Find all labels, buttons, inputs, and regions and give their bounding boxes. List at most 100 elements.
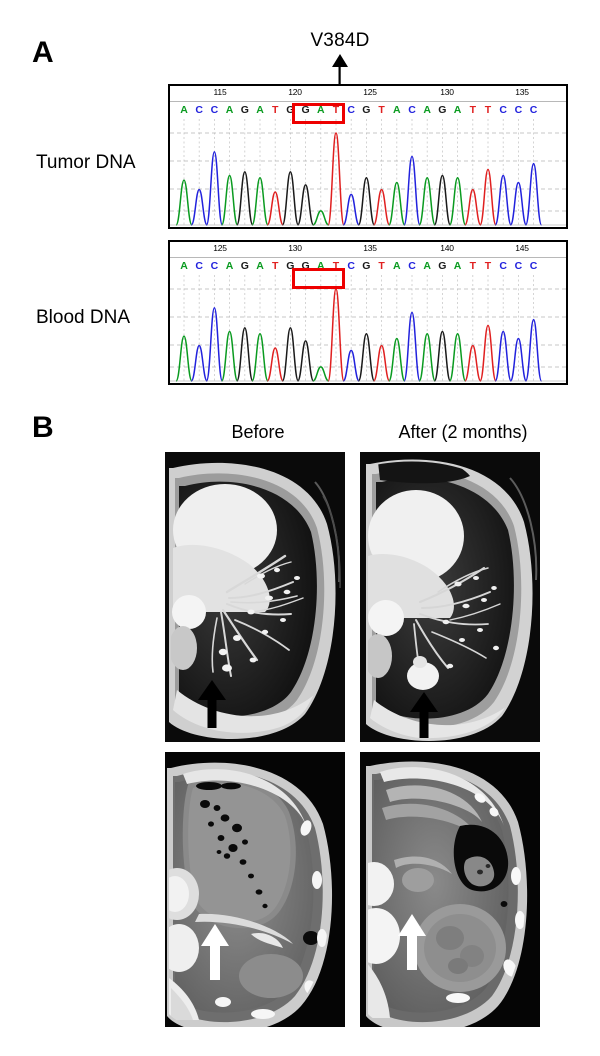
white-up-arrow-icon — [201, 924, 229, 980]
blood-scale-bar: 125 130 135 140 145 — [170, 242, 566, 258]
trace-peak-g — [236, 327, 254, 382]
trace-peak-g — [433, 174, 452, 226]
scale-tick: 115 — [213, 87, 227, 97]
trace-peak-c — [190, 344, 208, 382]
panel-a-letter: A — [32, 36, 54, 69]
base-call-a: A — [423, 260, 431, 272]
base-call-a: A — [453, 104, 462, 116]
base-call-t: T — [469, 260, 477, 272]
base-call-t: T — [378, 104, 385, 116]
trace-peak-t — [327, 132, 345, 226]
base-call-t: T — [378, 260, 385, 272]
base-call-t: T — [332, 260, 340, 272]
trace-peak-a — [448, 177, 467, 226]
base-call-a: A — [180, 104, 188, 116]
base-call-t: T — [469, 104, 477, 116]
trace-peak-t — [266, 191, 284, 226]
black-up-arrow-icon — [198, 680, 226, 728]
trace-peak-g — [281, 327, 300, 382]
trace-peak-c — [494, 330, 512, 382]
trace-peak-c — [509, 181, 528, 226]
trace-peak-c — [494, 174, 512, 226]
base-call-g: G — [240, 260, 249, 272]
trace-peak-g — [236, 171, 254, 226]
base-call-t: T — [271, 260, 279, 272]
base-call-c: C — [529, 104, 538, 116]
base-call-c: C — [210, 260, 219, 272]
base-call-g: G — [438, 260, 447, 272]
trace-peak-g — [296, 184, 315, 226]
trace-peak-a — [388, 337, 406, 382]
base-call-c: C — [210, 104, 219, 116]
scale-tick: 130 — [288, 243, 302, 253]
scale-tick: 125 — [213, 243, 227, 253]
ct-column-header-after: After (2 months) — [398, 422, 528, 442]
scale-tick: 145 — [515, 243, 529, 253]
base-call-a: A — [256, 104, 264, 116]
trace-peak-a — [312, 366, 330, 382]
base-call-a: A — [317, 104, 325, 116]
trace-peak-c — [342, 349, 360, 382]
trace-peak-g — [357, 177, 376, 226]
base-call-t: T — [271, 104, 279, 116]
black-up-arrow-icon — [410, 692, 438, 738]
base-call-g: G — [240, 104, 249, 116]
trace-peak-c — [205, 151, 224, 226]
base-call-g: G — [286, 104, 295, 116]
blood-trace-area — [170, 275, 566, 383]
trace-peak-a — [418, 177, 436, 226]
scale-tick: 140 — [440, 243, 454, 253]
base-call-g: G — [438, 104, 447, 116]
ct-image-abdomen-after — [360, 752, 540, 1027]
trace-peak-c — [403, 155, 421, 226]
base-call-t: T — [484, 260, 492, 272]
trace-peak-t — [372, 188, 391, 226]
panel-b: B Before After (2 months) — [0, 400, 600, 1056]
tumor-dna-label: Tumor DNA — [36, 152, 136, 173]
up-arrow-icon — [332, 54, 348, 94]
trace-peak-a — [220, 174, 239, 226]
mutation-callout: V384D — [265, 30, 415, 94]
base-call-c: C — [514, 104, 523, 116]
base-call-a: A — [256, 260, 264, 272]
base-call-g: G — [286, 260, 295, 272]
tumor-scale-bar: 115 120 125 130 135 — [170, 86, 566, 102]
trace-peak-c — [205, 307, 224, 382]
trace-peak-a — [175, 335, 193, 382]
base-call-a: A — [393, 104, 401, 116]
chromatogram-gridlines — [170, 275, 566, 383]
ct-image-lung-before — [165, 452, 345, 742]
base-call-t: T — [332, 104, 340, 116]
trace-peak-c — [524, 162, 543, 226]
base-call-g: G — [362, 104, 371, 116]
base-call-c: C — [499, 260, 507, 272]
trace-peak-t — [479, 324, 497, 382]
trace-peak-a — [418, 333, 436, 382]
base-call-c: C — [347, 104, 355, 116]
trace-peak-t — [464, 344, 482, 382]
scale-tick: 130 — [440, 87, 454, 97]
ct-image-lung-after — [360, 452, 540, 742]
base-call-a: A — [393, 260, 401, 272]
chromatogram-gridlines — [170, 119, 566, 227]
tumor-trace-area — [170, 119, 566, 227]
trace-peak-g — [281, 171, 300, 226]
trace-peak-c — [524, 318, 543, 382]
base-call-a: A — [180, 260, 188, 272]
base-call-g: G — [301, 104, 310, 116]
base-call-a: A — [317, 260, 325, 272]
white-up-arrow-icon — [398, 914, 426, 970]
trace-peak-t — [464, 188, 482, 226]
mutation-label: V384D — [310, 30, 370, 51]
base-call-a: A — [225, 104, 234, 116]
base-call-c: C — [408, 260, 416, 272]
panel-b-letter: B — [32, 411, 54, 444]
base-call-c: C — [408, 104, 416, 116]
trace-peak-g — [357, 333, 376, 382]
red-box-reference — [292, 268, 345, 289]
trace-peak-c — [509, 337, 528, 382]
